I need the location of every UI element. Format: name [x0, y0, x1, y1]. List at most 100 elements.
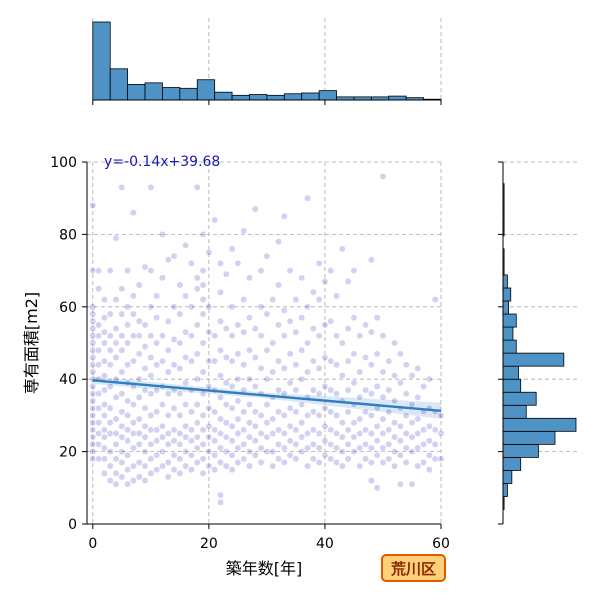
data-point	[141, 477, 149, 485]
data-point	[315, 296, 323, 304]
data-point	[199, 281, 207, 289]
y-hist-bar	[502, 404, 527, 419]
data-point	[234, 444, 242, 452]
y-hist-bar	[502, 483, 508, 497]
data-point	[89, 433, 97, 441]
data-point	[396, 437, 404, 445]
data-point	[118, 346, 126, 354]
data-point	[228, 382, 236, 390]
data-point	[263, 433, 271, 441]
data-point	[141, 462, 149, 470]
data-point	[367, 444, 375, 452]
data-point	[396, 480, 404, 488]
data-point	[147, 455, 155, 463]
data-point	[327, 267, 335, 275]
data-point	[402, 444, 410, 452]
x-hist-bar	[127, 84, 146, 101]
data-point	[158, 448, 166, 456]
data-point	[187, 303, 195, 311]
data-point	[391, 448, 399, 456]
data-point	[286, 422, 294, 430]
data-point	[315, 390, 323, 398]
data-point	[199, 390, 207, 398]
data-point	[367, 477, 375, 485]
data-point	[379, 429, 387, 437]
data-point	[153, 466, 161, 474]
data-point	[89, 303, 97, 311]
data-point	[89, 440, 97, 448]
data-point	[100, 357, 108, 365]
data-point	[141, 422, 149, 430]
data-point	[193, 458, 201, 466]
data-point	[211, 437, 219, 445]
data-point	[298, 448, 306, 456]
data-point	[176, 455, 184, 463]
data-point	[124, 451, 132, 459]
data-point	[187, 357, 195, 365]
y-hist-bar	[502, 287, 512, 302]
data-point	[147, 303, 155, 311]
data-point	[275, 426, 283, 434]
data-point	[275, 440, 283, 448]
x-hist-bar	[249, 94, 268, 101]
data-point	[129, 444, 137, 452]
data-point	[402, 411, 410, 419]
data-point	[304, 368, 312, 376]
data-point	[147, 411, 155, 419]
data-point	[222, 462, 230, 470]
data-point	[228, 303, 236, 311]
data-point	[425, 437, 433, 445]
data-point	[263, 419, 271, 427]
data-point	[216, 372, 224, 380]
data-point	[414, 415, 422, 423]
x-marginal-histogram	[92, 18, 442, 105]
data-point	[158, 230, 166, 238]
data-point	[89, 397, 97, 405]
data-point	[333, 411, 341, 419]
data-point	[292, 328, 300, 336]
data-point	[106, 332, 114, 340]
data-point	[269, 448, 277, 456]
data-point	[222, 433, 230, 441]
data-point	[100, 401, 108, 409]
data-point	[304, 429, 312, 437]
data-point	[153, 451, 161, 459]
data-point	[373, 484, 381, 492]
data-point	[211, 451, 219, 459]
data-point	[187, 408, 195, 416]
data-point	[135, 458, 143, 466]
data-point	[89, 332, 97, 340]
data-point	[234, 415, 242, 423]
data-point	[263, 448, 271, 456]
data-point	[176, 364, 184, 372]
data-point	[251, 325, 259, 333]
data-point	[298, 274, 306, 282]
data-point	[228, 451, 236, 459]
data-point	[286, 379, 294, 387]
data-point	[211, 426, 219, 434]
data-point	[344, 325, 352, 333]
data-point	[431, 440, 439, 448]
data-point	[431, 296, 439, 304]
data-point	[112, 353, 120, 361]
data-point	[251, 382, 259, 390]
data-point	[118, 285, 126, 293]
data-point	[100, 328, 108, 336]
data-point	[199, 368, 207, 376]
data-point	[234, 321, 242, 329]
data-point	[199, 230, 207, 238]
y-tick-label: 20	[59, 445, 77, 461]
data-point	[182, 433, 190, 441]
data-point	[304, 444, 312, 452]
data-point	[164, 256, 172, 264]
data-point	[286, 437, 294, 445]
data-point	[106, 404, 114, 412]
data-point	[315, 364, 323, 372]
data-point	[414, 429, 422, 437]
data-point	[269, 368, 277, 376]
y-hist-bar	[502, 313, 517, 328]
data-point	[187, 259, 195, 267]
data-point	[89, 411, 97, 419]
data-point	[153, 437, 161, 445]
data-point	[234, 259, 242, 267]
